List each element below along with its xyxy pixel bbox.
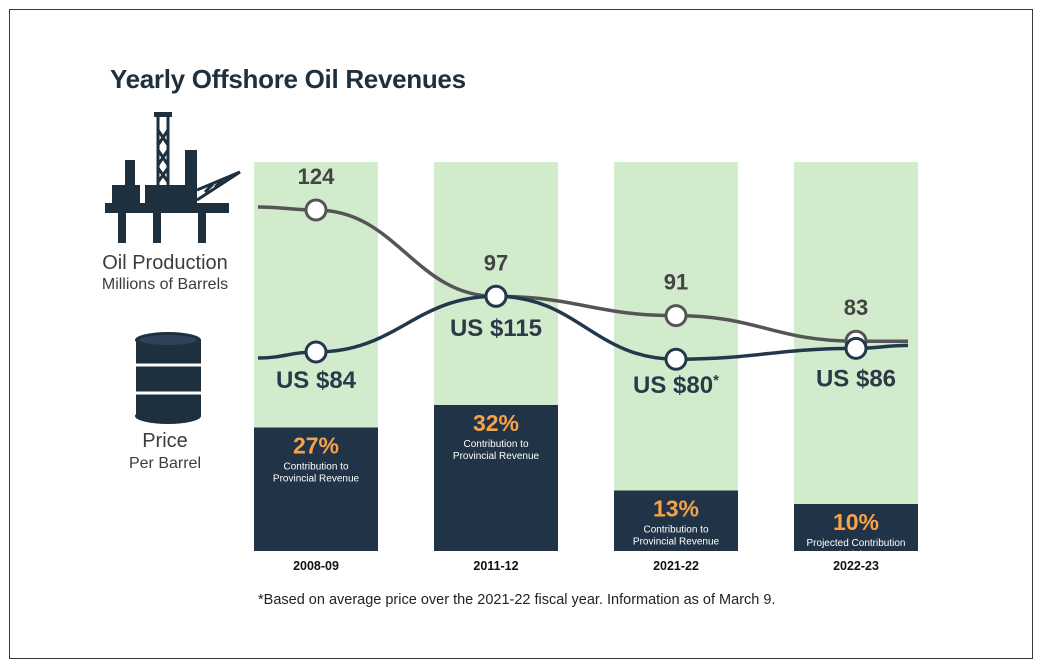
- footnote: *Based on average price over the 2021-22…: [258, 592, 776, 608]
- price-point: [484, 284, 508, 308]
- x-tick-label: 2008-09: [293, 559, 339, 573]
- contribution-caption-line: Provincial Revenue: [273, 474, 360, 485]
- chart-title: Yearly Offshore Oil Revenues: [110, 64, 466, 94]
- price-value-label: US $115: [450, 315, 542, 342]
- price-point: [304, 340, 328, 364]
- contribution-bar-2011-12: [434, 405, 558, 551]
- production-point: [664, 304, 688, 328]
- production-legend-title: Oil Production: [102, 252, 228, 274]
- contribution-percent-label: 10%: [833, 509, 879, 535]
- production-value-label: 83: [844, 295, 868, 320]
- price-point: [664, 347, 688, 371]
- contribution-caption-line: Projected Contribution: [807, 538, 906, 549]
- contribution-caption-line: Provincial Revenue: [453, 451, 540, 462]
- price-legend-subtitle: Per Barrel: [128, 455, 202, 472]
- bars-layer: [254, 162, 918, 551]
- lines-layer: [257, 198, 909, 371]
- production-value-label: 97: [484, 250, 508, 275]
- contribution-bar-2022-23: [794, 504, 918, 551]
- price-value-label: US $80*: [633, 372, 719, 399]
- production-point: [304, 198, 328, 222]
- contribution-caption-line: Contribution to: [643, 525, 708, 536]
- contribution-percent-label: 32%: [473, 410, 519, 436]
- oil-rig-icon: [105, 112, 241, 243]
- price-point: [844, 336, 868, 360]
- x-tick-label: 2011-12: [473, 559, 518, 573]
- x-tick-label: 2021-22: [653, 559, 699, 573]
- production-value-label: 124: [298, 164, 335, 189]
- contribution-caption-line: Provincial Revenue: [633, 537, 720, 548]
- contribution-caption-line: Contribution to: [283, 462, 348, 473]
- price-line: [257, 294, 909, 361]
- price-value-label: US $84: [276, 367, 357, 394]
- contribution-percent-label: 13%: [653, 496, 699, 522]
- contribution-caption-line: Contribution to: [463, 439, 528, 450]
- contribution-caption-line: to Provincial Revenue: [807, 550, 905, 561]
- price-asterisk: *: [713, 372, 719, 389]
- production-legend-subtitle: Millions of Barrels: [101, 276, 229, 293]
- contribution-bar-2008-09: [254, 427, 378, 551]
- price-value-label: US $86: [816, 365, 896, 392]
- contribution-percent-label: 27%: [293, 433, 339, 459]
- production-value-label: 91: [664, 270, 688, 295]
- oil-barrel-icon: [135, 332, 201, 424]
- x-tick-label: 2022-23: [833, 559, 879, 573]
- contribution-bar-2021-22: [614, 490, 738, 551]
- price-legend-title: Price: [142, 430, 188, 452]
